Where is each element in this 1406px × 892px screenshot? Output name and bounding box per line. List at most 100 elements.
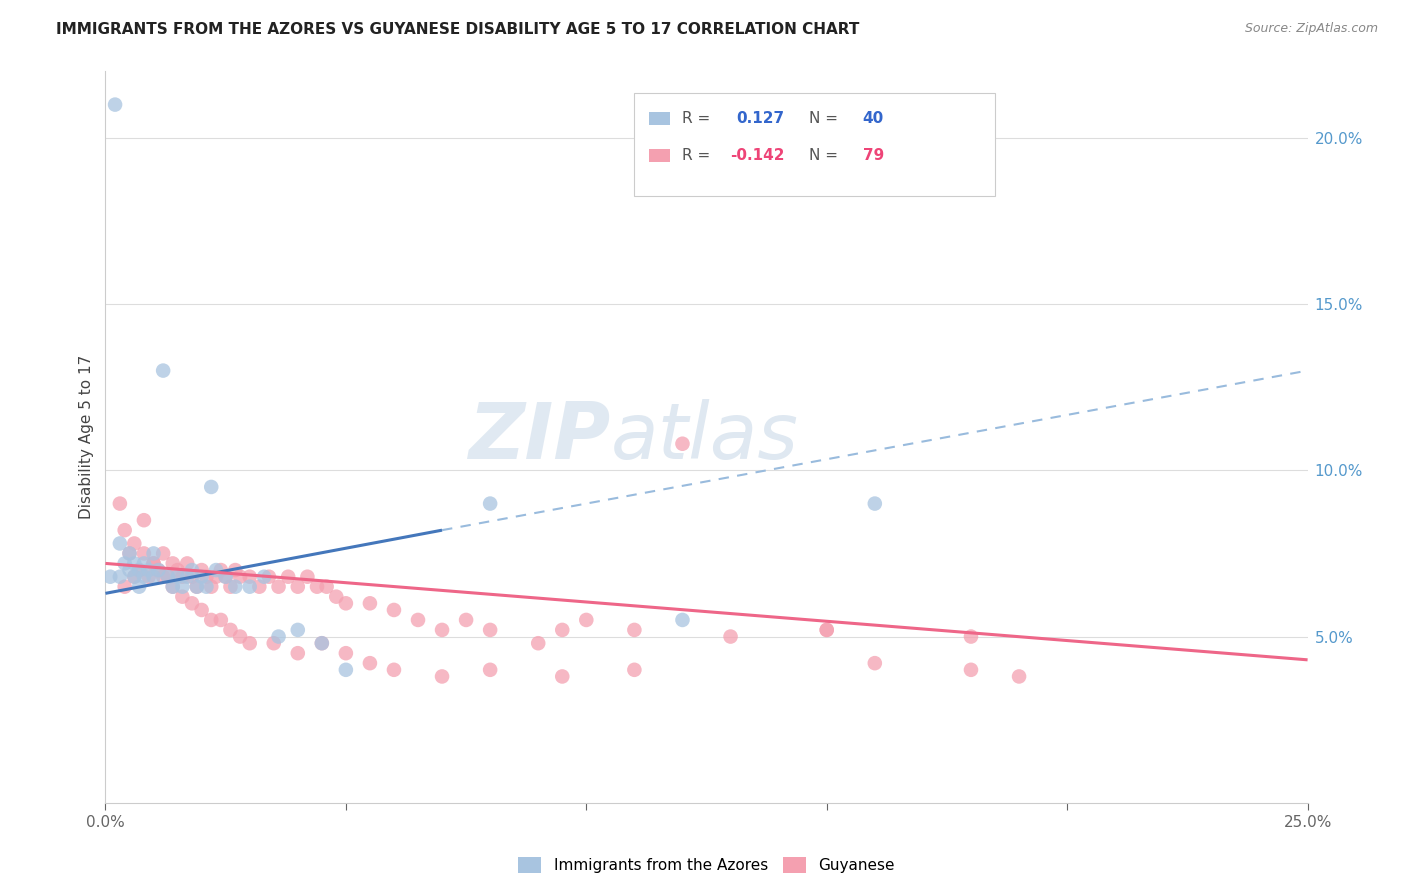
Text: 0.127: 0.127: [737, 112, 785, 127]
Point: [172, 570, 194, 584]
Point: [166, 563, 188, 577]
Point: [142, 557, 165, 571]
Point: [287, 646, 309, 660]
Point: [277, 570, 299, 584]
Point: [960, 663, 983, 677]
Point: [239, 636, 262, 650]
Point: [229, 630, 252, 644]
Point: [118, 546, 141, 560]
Point: [671, 436, 693, 450]
Point: [205, 570, 228, 584]
Point: [108, 497, 131, 511]
Point: [124, 570, 146, 584]
Point: [124, 557, 146, 571]
Point: [176, 557, 198, 571]
Point: [720, 630, 742, 644]
Text: ZIP: ZIP: [468, 399, 610, 475]
Text: -0.142: -0.142: [731, 148, 785, 163]
Point: [214, 570, 236, 584]
Point: [671, 613, 693, 627]
Point: [124, 536, 146, 550]
Point: [152, 363, 174, 377]
Point: [479, 497, 502, 511]
Point: [166, 570, 188, 584]
Point: [108, 536, 131, 550]
Point: [335, 596, 357, 610]
Point: [623, 623, 645, 637]
Point: [200, 613, 222, 627]
Point: [311, 636, 333, 650]
Point: [114, 523, 136, 537]
Point: [325, 590, 347, 604]
Point: [209, 563, 232, 577]
Point: [152, 546, 174, 560]
Point: [479, 663, 502, 677]
Point: [815, 623, 838, 637]
Point: [195, 570, 218, 584]
Point: [815, 623, 838, 637]
Point: [98, 570, 121, 584]
Point: [382, 663, 405, 677]
Point: [315, 580, 337, 594]
Point: [190, 570, 212, 584]
Point: [138, 563, 160, 577]
Point: [148, 563, 170, 577]
Point: [454, 613, 477, 627]
Point: [239, 580, 262, 594]
Y-axis label: Disability Age 5 to 17: Disability Age 5 to 17: [79, 355, 94, 519]
Point: [195, 580, 218, 594]
Point: [128, 563, 150, 577]
Point: [863, 656, 886, 670]
Point: [287, 580, 309, 594]
Point: [172, 590, 194, 604]
Point: [224, 580, 246, 594]
Point: [359, 656, 381, 670]
Point: [181, 570, 204, 584]
Text: IMMIGRANTS FROM THE AZORES VS GUYANESE DISABILITY AGE 5 TO 17 CORRELATION CHART: IMMIGRANTS FROM THE AZORES VS GUYANESE D…: [56, 22, 859, 37]
Point: [335, 663, 357, 677]
Point: [128, 580, 150, 594]
Point: [186, 580, 208, 594]
Bar: [648, 149, 671, 162]
Point: [1008, 669, 1031, 683]
Point: [623, 663, 645, 677]
Point: [267, 630, 290, 644]
Point: [214, 570, 236, 584]
Point: [181, 563, 204, 577]
Point: [287, 623, 309, 637]
Text: N =: N =: [808, 148, 842, 163]
Point: [190, 603, 212, 617]
Point: [132, 546, 155, 560]
Point: [551, 669, 574, 683]
Point: [527, 636, 550, 650]
Point: [247, 580, 270, 594]
Point: [257, 570, 280, 584]
Point: [263, 636, 285, 650]
Point: [406, 613, 429, 627]
Point: [239, 570, 262, 584]
Point: [229, 570, 252, 584]
Point: [205, 563, 228, 577]
Point: [382, 603, 405, 617]
Point: [124, 570, 146, 584]
Point: [267, 580, 290, 594]
Bar: [648, 112, 671, 126]
Point: [108, 570, 131, 584]
Point: [430, 669, 453, 683]
Text: atlas: atlas: [610, 399, 799, 475]
Text: R =: R =: [682, 112, 716, 127]
Point: [200, 480, 222, 494]
Text: Source: ZipAtlas.com: Source: ZipAtlas.com: [1244, 22, 1378, 36]
Point: [181, 596, 204, 610]
Point: [128, 563, 150, 577]
Point: [114, 580, 136, 594]
Point: [142, 570, 165, 584]
Point: [479, 623, 502, 637]
Point: [162, 580, 184, 594]
Point: [148, 563, 170, 577]
Point: [200, 580, 222, 594]
Point: [114, 557, 136, 571]
Point: [186, 580, 208, 594]
Text: 40: 40: [863, 112, 884, 127]
Point: [551, 623, 574, 637]
